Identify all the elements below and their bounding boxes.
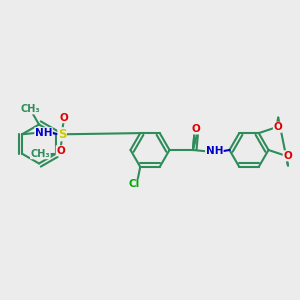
Text: CH₃: CH₃ (31, 149, 50, 159)
Text: O: O (59, 113, 68, 123)
Text: CH₃: CH₃ (20, 104, 40, 114)
Text: NH: NH (35, 128, 52, 138)
Text: O: O (283, 151, 292, 161)
Text: NH: NH (206, 146, 223, 157)
Text: O: O (56, 146, 65, 156)
Text: O: O (191, 124, 200, 134)
Text: S: S (58, 128, 66, 141)
Text: Cl: Cl (129, 179, 140, 189)
Text: O: O (273, 122, 282, 132)
